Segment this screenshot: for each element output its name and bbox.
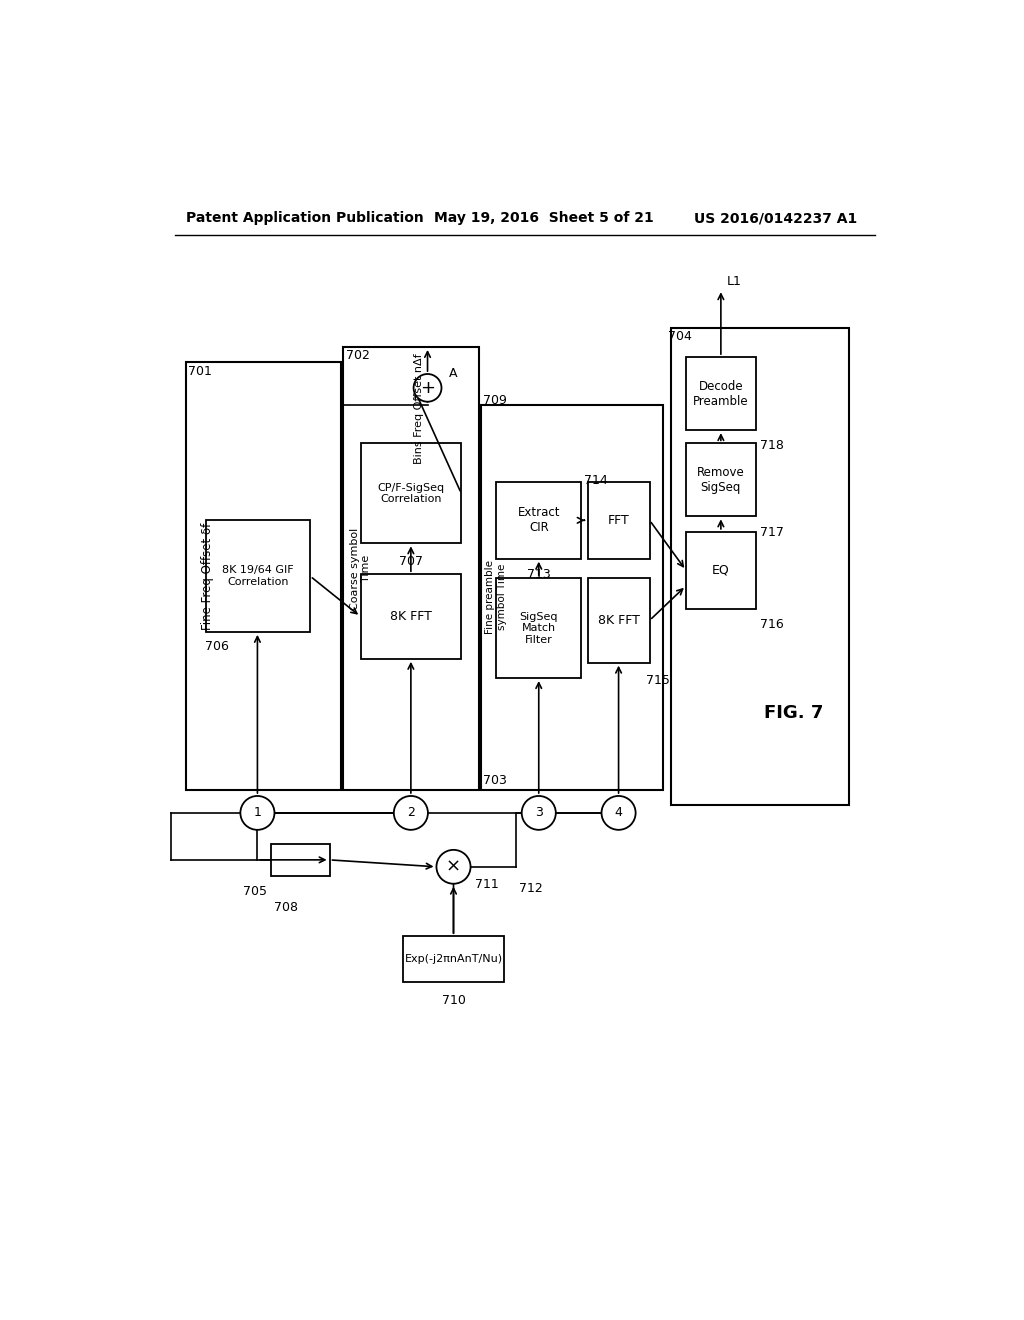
Bar bbox=[360, 574, 461, 659]
Bar bbox=[671, 327, 849, 805]
Text: L1: L1 bbox=[727, 275, 742, 288]
Bar bbox=[271, 843, 330, 876]
Text: US 2016/0142237 A1: US 2016/0142237 A1 bbox=[693, 211, 857, 226]
Text: EQ: EQ bbox=[712, 564, 730, 577]
Text: 707: 707 bbox=[399, 554, 423, 568]
Circle shape bbox=[241, 796, 274, 830]
Bar bbox=[588, 482, 649, 558]
Bar bbox=[496, 578, 582, 678]
Bar bbox=[343, 347, 479, 789]
Text: Fine Freq Offset δf: Fine Freq Offset δf bbox=[202, 523, 214, 630]
Text: Coarse symbol
Time: Coarse symbol Time bbox=[350, 527, 372, 610]
Text: 714: 714 bbox=[584, 474, 607, 487]
Text: Fine preamble
symbol Time: Fine preamble symbol Time bbox=[485, 560, 507, 635]
Text: A: A bbox=[450, 367, 458, 380]
Text: FIG. 7: FIG. 7 bbox=[764, 704, 823, 722]
Text: 2: 2 bbox=[407, 807, 415, 820]
Text: Remove
SigSeq: Remove SigSeq bbox=[697, 466, 744, 494]
Bar bbox=[186, 363, 341, 789]
Text: FFT: FFT bbox=[607, 513, 630, 527]
Text: Extract
CIR: Extract CIR bbox=[517, 507, 560, 535]
Bar bbox=[686, 444, 756, 516]
Bar bbox=[496, 482, 582, 558]
Circle shape bbox=[601, 796, 636, 830]
Text: 702: 702 bbox=[346, 350, 370, 363]
Text: 708: 708 bbox=[273, 900, 298, 913]
Text: 715: 715 bbox=[646, 675, 670, 688]
Text: 704: 704 bbox=[669, 330, 692, 343]
Text: ×: × bbox=[445, 858, 461, 875]
Text: 3: 3 bbox=[535, 807, 543, 820]
Text: Decode
Preamble: Decode Preamble bbox=[693, 380, 749, 408]
Bar bbox=[360, 444, 461, 544]
Text: 717: 717 bbox=[760, 525, 783, 539]
Text: 8K 19/64 GIF
Correlation: 8K 19/64 GIF Correlation bbox=[222, 565, 294, 587]
Circle shape bbox=[521, 796, 556, 830]
Text: 703: 703 bbox=[483, 775, 507, 788]
Circle shape bbox=[414, 374, 441, 401]
Circle shape bbox=[436, 850, 471, 884]
Bar bbox=[588, 578, 649, 663]
Bar bbox=[403, 936, 504, 982]
Text: 716: 716 bbox=[760, 618, 783, 631]
Text: 4: 4 bbox=[614, 807, 623, 820]
Text: 711: 711 bbox=[475, 878, 499, 891]
Bar bbox=[480, 405, 663, 789]
Text: 713: 713 bbox=[527, 568, 551, 581]
Text: SigSeq
Match
Filter: SigSeq Match Filter bbox=[519, 611, 558, 644]
Text: Patent Application Publication: Patent Application Publication bbox=[186, 211, 424, 226]
Text: Exp(-j2πnAnT/Nu): Exp(-j2πnAnT/Nu) bbox=[404, 954, 503, 964]
Bar bbox=[206, 520, 310, 632]
Text: 709: 709 bbox=[483, 395, 507, 408]
Text: 712: 712 bbox=[519, 882, 543, 895]
Text: 1: 1 bbox=[254, 807, 261, 820]
Text: 8K FFT: 8K FFT bbox=[390, 610, 432, 623]
Text: 718: 718 bbox=[760, 440, 783, 453]
Text: 8K FFT: 8K FFT bbox=[598, 614, 640, 627]
Text: 706: 706 bbox=[206, 640, 229, 652]
Text: May 19, 2016  Sheet 5 of 21: May 19, 2016 Sheet 5 of 21 bbox=[434, 211, 654, 226]
Bar bbox=[686, 532, 756, 609]
Text: 701: 701 bbox=[188, 364, 212, 378]
Bar bbox=[686, 358, 756, 430]
Circle shape bbox=[394, 796, 428, 830]
Text: 705: 705 bbox=[244, 886, 267, 899]
Text: +: + bbox=[420, 379, 435, 397]
Text: CP/F-SigSeq
Correlation: CP/F-SigSeq Correlation bbox=[377, 483, 444, 504]
Text: Bins Freq Offset nΔf: Bins Freq Offset nΔf bbox=[414, 354, 424, 463]
Text: 710: 710 bbox=[441, 994, 466, 1007]
